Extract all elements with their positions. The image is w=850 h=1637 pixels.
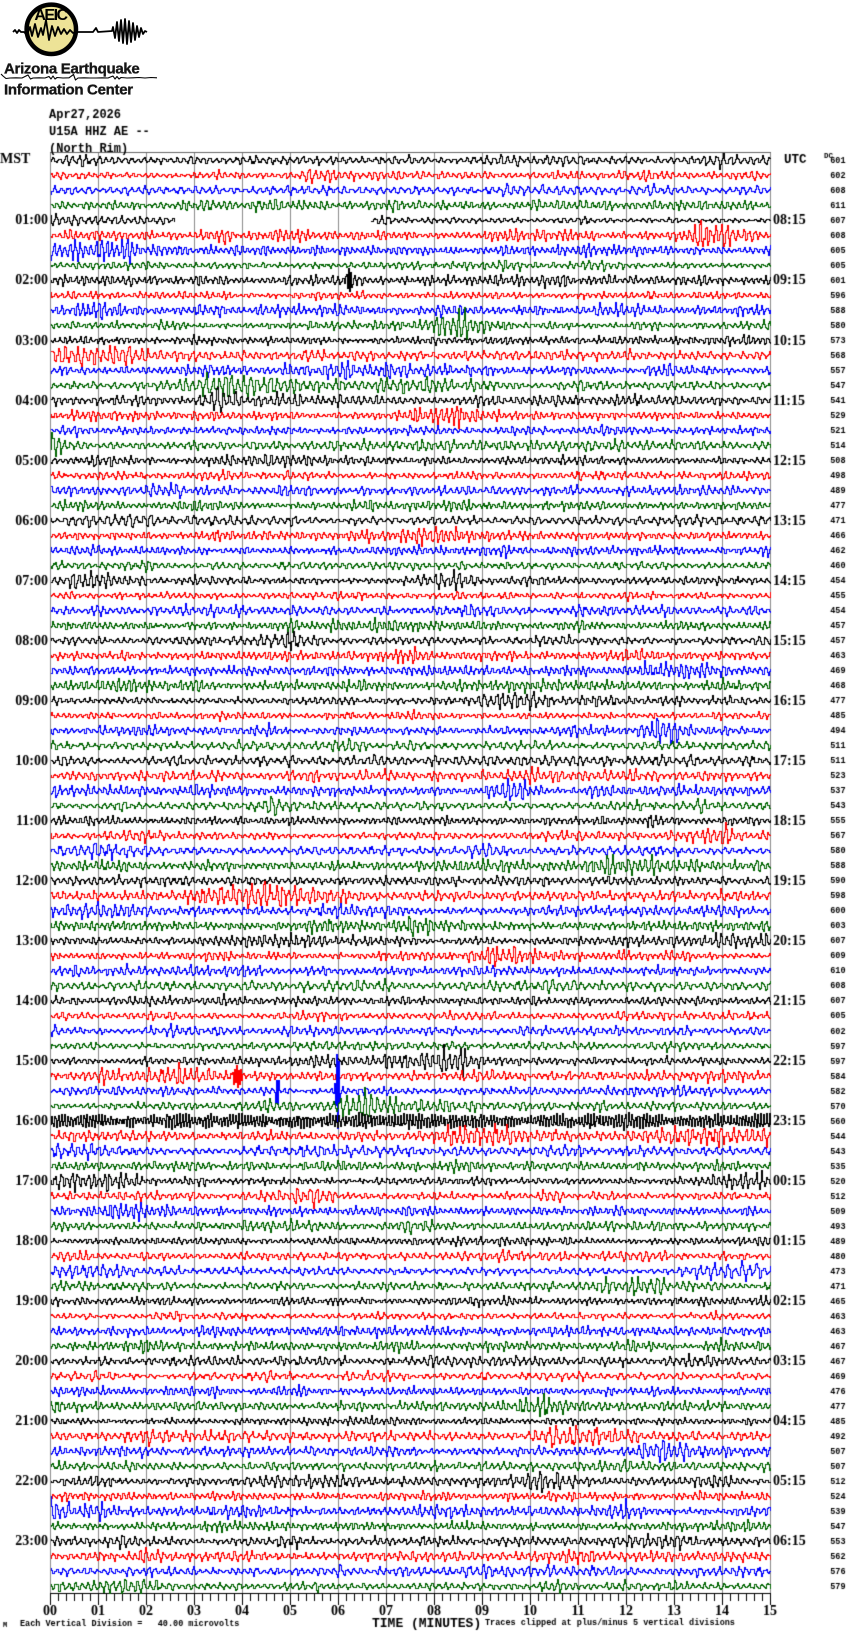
svg-text:Arizona Earthquake: Arizona Earthquake bbox=[4, 61, 139, 78]
svg-text:AEIC: AEIC bbox=[34, 7, 68, 24]
svg-text:Information Center: Information Center bbox=[4, 82, 133, 99]
